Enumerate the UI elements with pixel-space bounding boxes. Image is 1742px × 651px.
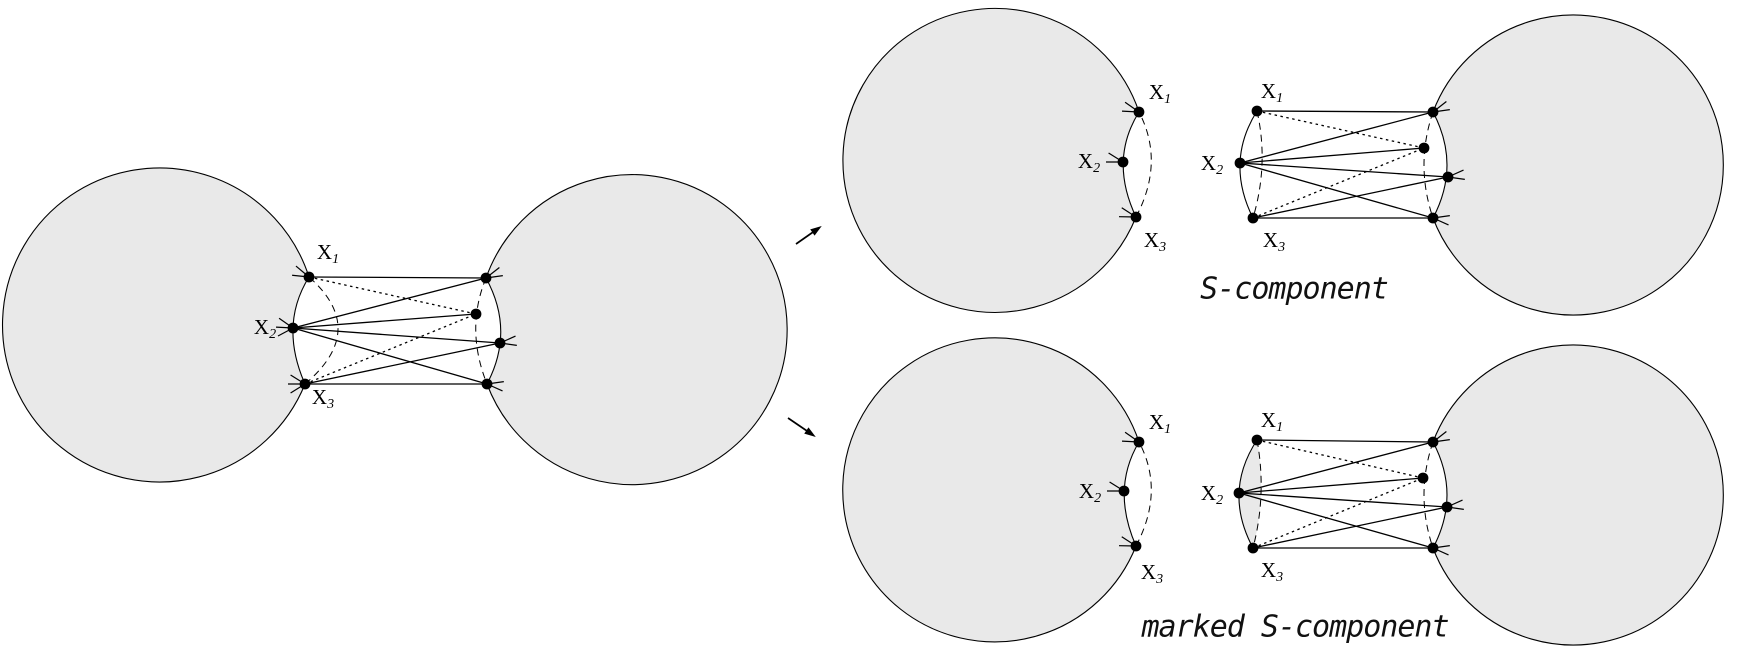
edge-solid: [292, 327, 501, 344]
vertex-dot: [494, 337, 506, 349]
vertex-label-x3: X3: [1141, 560, 1163, 587]
edge-solid: [1238, 492, 1434, 549]
arrow-to-marked-s-component-head: [804, 427, 816, 437]
s-comp-attached-blob-dashed-cut-arc: [1423, 111, 1434, 219]
vertex-dot: [1247, 542, 1259, 554]
vertex-label-x3: X3: [1261, 558, 1283, 585]
arrow-to-s-component-head: [810, 225, 822, 236]
vertex-label-x3: X3: [1144, 228, 1166, 255]
edge-solid: [1239, 111, 1434, 164]
marked-attached-blob: [1432, 344, 1724, 646]
vertex-dot: [1133, 436, 1145, 448]
s-comp-attached-blob: [1432, 14, 1724, 316]
vertex-dot: [299, 378, 311, 390]
vertex-dot: [1427, 542, 1439, 554]
s-comp-cut-blob: [842, 7, 1140, 313]
vertex-dot: [1418, 142, 1430, 154]
edge-solid: [1238, 492, 1448, 508]
vertex-dot: [470, 308, 482, 320]
vertex-dot: [1251, 105, 1263, 117]
vertex-label-x2: X2: [1079, 479, 1101, 506]
edge-solid: [292, 313, 477, 329]
edge-solid: [1239, 147, 1425, 164]
edge-solid: [304, 342, 501, 385]
vertex-label-x1: X1: [317, 240, 339, 267]
edge-solid: [1238, 441, 1434, 494]
vertex-dot: [1417, 472, 1429, 484]
vertex-dot: [1251, 434, 1263, 446]
vertex-dot: [1133, 106, 1145, 118]
vertex-label-x1: X1: [1261, 79, 1283, 106]
vertex-dot: [1427, 106, 1439, 118]
vertex-dot: [480, 272, 492, 284]
vertex-label-x2: X2: [1201, 151, 1223, 178]
edge-solid: [1256, 439, 1434, 443]
edge-solid: [292, 327, 488, 385]
vertex-label-x3: X3: [312, 385, 334, 412]
edge-solid: [292, 277, 487, 329]
vertex-dot: [1234, 157, 1246, 169]
original-left-blob: [1, 167, 310, 483]
edge-solid: [1252, 176, 1449, 219]
edge-dotted: [1252, 477, 1424, 549]
vertex-dot: [1427, 212, 1439, 224]
vertex-dot: [1427, 436, 1439, 448]
edge-solid: [1238, 477, 1424, 494]
vertex-dot: [481, 378, 493, 390]
vertex-dot: [1442, 171, 1454, 183]
edge-solid: [1239, 162, 1434, 219]
edge-solid: [1256, 110, 1434, 113]
vertex-label-x1: X1: [1149, 80, 1171, 107]
vertex-label-x1: X1: [1149, 410, 1171, 437]
vertex-label-x2: X2: [1201, 481, 1223, 508]
caption-marked-s-component: marked S-component: [1141, 609, 1449, 645]
original-right-blob-dashed-cut-arc: [475, 277, 488, 385]
vertex-dot: [1441, 501, 1453, 513]
vertex-dot: [1247, 212, 1259, 224]
vertex-dot: [1117, 156, 1129, 168]
original-right-blob: [485, 174, 788, 486]
vertex-dot: [1233, 487, 1245, 499]
edge-dotted: [1256, 110, 1425, 149]
arrow-to-marked-s-component-shaft: [787, 417, 811, 434]
marked-cut-blob: [842, 337, 1140, 643]
original-left-blob-dashed-cut-arc: [304, 276, 339, 385]
edge-solid: [1252, 506, 1448, 549]
edge-dotted: [1252, 147, 1425, 219]
vertex-label-x1: X1: [1261, 408, 1283, 435]
caption-s-component: S-component: [1200, 271, 1389, 307]
marked-cut-blob-dashed-cut-arc: [1135, 441, 1152, 547]
s-comp-cut-blob-dashed-cut-arc: [1135, 111, 1152, 218]
vertex-dot: [1130, 540, 1142, 552]
vertex-label-x2: X2: [1078, 149, 1100, 176]
vertex-dot: [287, 322, 299, 334]
vertex-dot: [1118, 485, 1130, 497]
edge-solid: [308, 276, 487, 279]
edge-solid: [1239, 162, 1449, 178]
vertex-label-x3: X3: [1263, 228, 1285, 255]
vertex-dot: [1130, 211, 1142, 223]
vertex-label-x2: X2: [254, 315, 276, 342]
edge-dotted: [308, 276, 477, 315]
edge-dotted: [304, 313, 477, 385]
edge-dotted: [1256, 439, 1424, 479]
marked-attached-blob-dashed-cut-arc: [1423, 441, 1434, 549]
vertex-dot: [303, 271, 315, 283]
